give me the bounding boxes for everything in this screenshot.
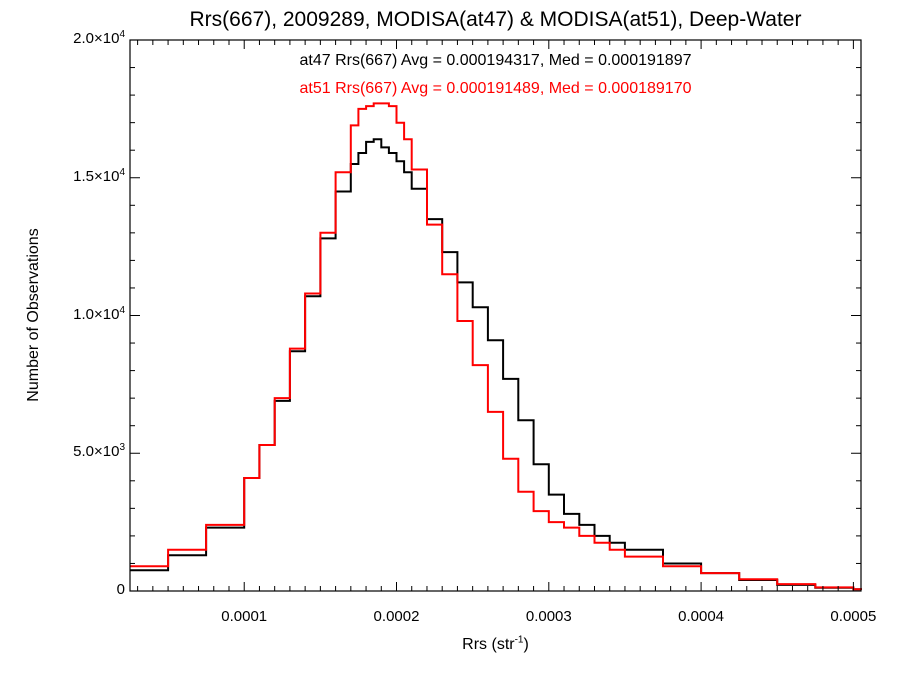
x-axis-label: Rrs (str-1) <box>462 634 529 653</box>
x-tick-label: 0.0004 <box>678 608 725 625</box>
y-tick-label: 1.0×104 <box>73 304 125 323</box>
annotation-at47: at47 Rrs(667) Avg = 0.000194317, Med = 0… <box>299 52 692 69</box>
x-tick-label: 0.0003 <box>525 608 572 625</box>
chart-title: Rrs(667), 2009289, MODISA(at47) & MODISA… <box>189 8 802 31</box>
plot-frame <box>129 39 862 592</box>
series-line-at47 <box>130 138 862 591</box>
x-tick-label: 0.0001 <box>221 608 268 625</box>
annotation-at51: at51 Rrs(667) Avg = 0.000191489, Med = 0… <box>299 80 692 97</box>
series-line-at51 <box>130 102 862 591</box>
x-tick-label: 0.0002 <box>373 608 420 625</box>
x-tick-label: 0.0005 <box>830 608 877 625</box>
y-axis-label: Number of Observations <box>25 228 42 402</box>
y-tick-label: 5.0×103 <box>73 442 125 461</box>
y-tick-label: 0 <box>116 581 125 598</box>
y-tick-label: 2.0×104 <box>73 29 125 48</box>
y-tick-label: 1.5×104 <box>73 166 125 185</box>
